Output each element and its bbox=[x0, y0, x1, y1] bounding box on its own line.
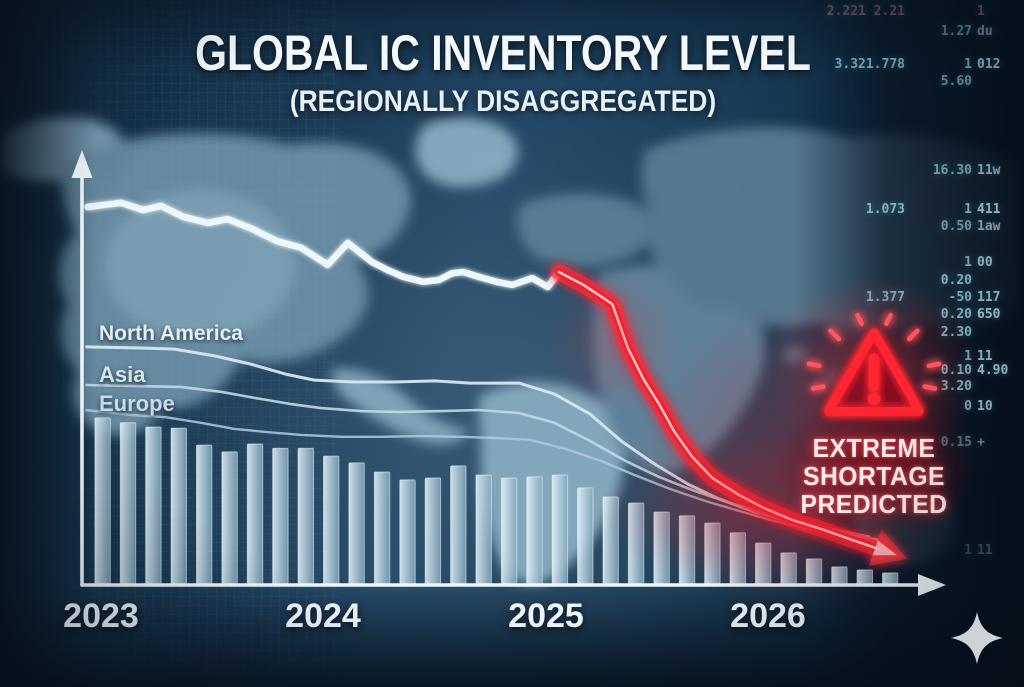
ticker-value: 1 bbox=[964, 202, 972, 217]
ticker-value: 00 bbox=[977, 255, 993, 270]
ticker-value: 1.073 bbox=[865, 202, 905, 217]
map-central-america bbox=[330, 369, 470, 445]
history-line bbox=[84, 199, 563, 291]
axes-group bbox=[71, 150, 946, 596]
ticker-value: 1 bbox=[964, 57, 972, 72]
ticker-value: 0.20 bbox=[940, 307, 972, 322]
legend-label-europe: Europe bbox=[99, 391, 175, 416]
ticker-row: 3.321.778 1 012 bbox=[794, 57, 1024, 73]
page-subtitle: (REGIONALLY DISAGGREGATED) bbox=[289, 85, 717, 118]
shortage-warning: EXTREME SHORTAGE PREDICTED bbox=[758, 308, 990, 518]
ticker-row: 1.27 du bbox=[794, 24, 1024, 40]
x-axis-label-2026: 2026 bbox=[730, 597, 806, 635]
map-europe bbox=[516, 193, 652, 266]
ticker-row: 1 11 bbox=[794, 349, 1024, 365]
ticker-value: 1 bbox=[964, 349, 972, 364]
ticker-value: 1 bbox=[977, 4, 985, 19]
ticker-row: 0.20 650 bbox=[794, 307, 1024, 323]
ticker-value: 1aw bbox=[977, 219, 1001, 234]
warning-triangle-icon bbox=[806, 312, 942, 416]
ticker-row: 16.30 11w bbox=[794, 163, 1024, 179]
x-axis-label-2023: 2023 bbox=[63, 597, 139, 635]
y-axis-arrow-icon bbox=[71, 150, 93, 178]
sparkle-icon bbox=[951, 612, 1003, 664]
ticker-value: 0.20 bbox=[940, 273, 972, 288]
ticker-row: 2.30 bbox=[794, 325, 1024, 341]
ticker-value: 1.377 bbox=[865, 290, 905, 305]
legend-label-north-america: North America bbox=[99, 322, 243, 345]
left-shade bbox=[0, 0, 95, 687]
title-block: GLOBAL IC INVENTORY LEVEL (REGIONALLY DI… bbox=[0, 28, 1006, 119]
ticker-value: du bbox=[977, 24, 993, 39]
ticker-row: 2.221 2.21 1 bbox=[794, 4, 1024, 20]
ticker-row: 0.50 1aw bbox=[794, 219, 1024, 235]
ticker-row: 1.073 1 411 bbox=[794, 202, 1024, 218]
ticker-value: 650 bbox=[977, 307, 1001, 322]
x-axis-arrow-icon bbox=[918, 574, 946, 596]
ticker-value: 5.60 bbox=[940, 74, 972, 89]
top-shade bbox=[0, 0, 1024, 70]
page-title: GLOBAL IC INVENTORY LEVEL bbox=[195, 25, 811, 81]
map-africa bbox=[592, 265, 765, 474]
ticker-value: 411 bbox=[977, 202, 1001, 217]
warning-line-3: PREDICTED bbox=[800, 489, 948, 520]
ticker-value: 012 bbox=[977, 57, 1001, 72]
legend-label-asia: Asia bbox=[99, 362, 146, 387]
ticker-row: 1 00 bbox=[794, 255, 1024, 271]
ticker-row: 1.377 -50 117 bbox=[794, 290, 1024, 306]
map-greenland bbox=[415, 118, 518, 188]
ticker-value: 11w bbox=[977, 163, 1001, 178]
ticker-value: 2.30 bbox=[940, 325, 972, 340]
ticker-value: 117 bbox=[977, 290, 1001, 305]
x-axis-label-2025: 2025 bbox=[508, 597, 584, 635]
ticker-row: 0.20 bbox=[794, 273, 1024, 289]
warning-text: EXTREME SHORTAGE PREDICTED bbox=[764, 434, 984, 518]
ticker-value: 11 bbox=[977, 349, 993, 364]
ticker-row: 5.60 bbox=[794, 74, 1024, 90]
ticker-value: 2.221 2.21 bbox=[826, 4, 905, 19]
x-axis-label-2024: 2024 bbox=[285, 597, 361, 635]
ticker-value: 0.50 bbox=[940, 219, 972, 234]
ticker-value: -50 bbox=[948, 290, 972, 305]
bottom-shade bbox=[0, 587, 1024, 687]
ticker-value: 16.30 bbox=[932, 163, 972, 178]
warning-line-2: SHORTAGE bbox=[803, 461, 945, 492]
ticker-value: 3.321.778 bbox=[834, 57, 905, 72]
warning-line-1: EXTREME bbox=[812, 433, 936, 463]
ticker-value: 1.27 bbox=[940, 24, 972, 39]
ticker-value: 1 bbox=[964, 255, 972, 270]
